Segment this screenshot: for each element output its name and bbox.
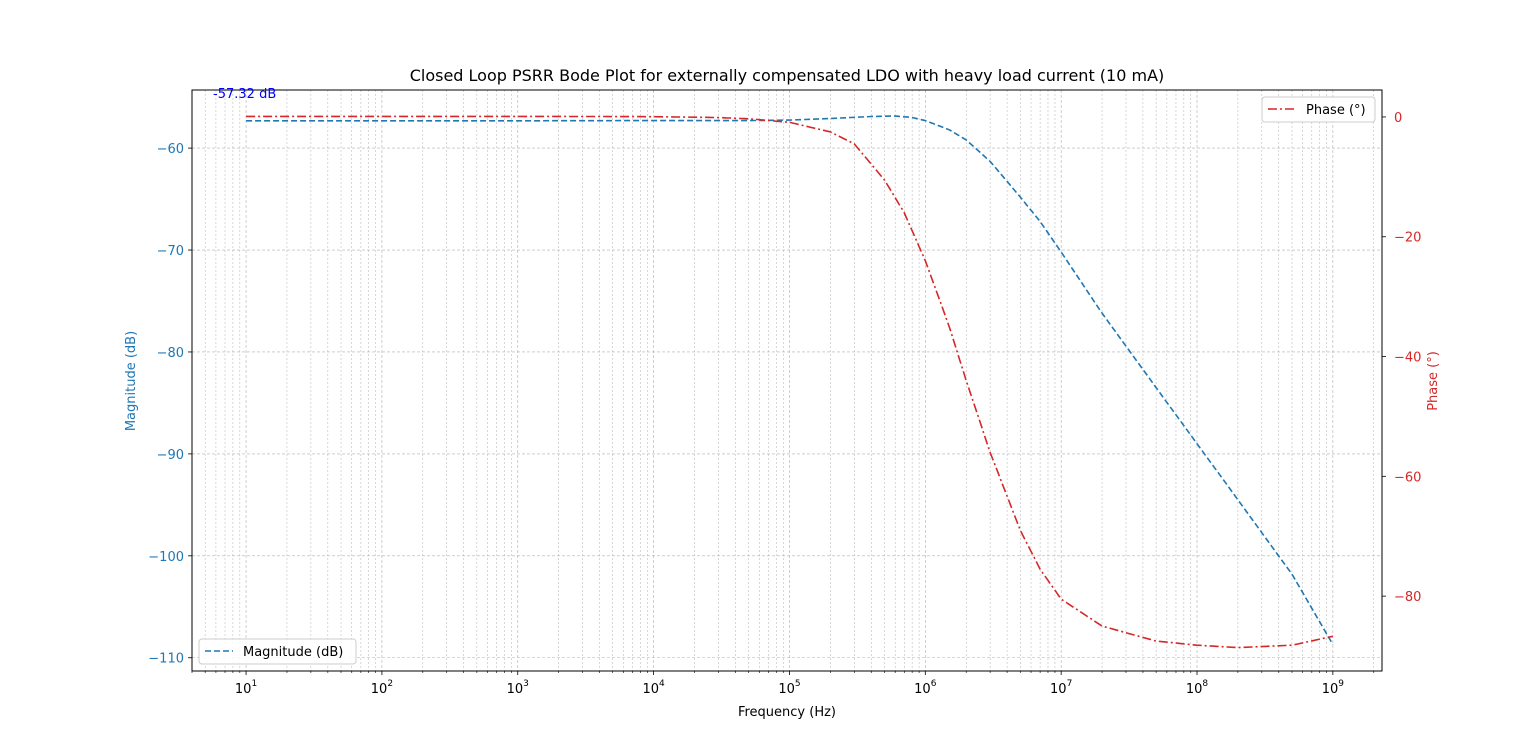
x-tick-label: 109	[1322, 679, 1345, 697]
legend-phase: Phase (°)	[1261, 96, 1376, 123]
y-right-tick-label: −40	[1394, 351, 1421, 366]
y-left-tick-label: −60	[157, 142, 184, 157]
x-tick-label: 103	[507, 679, 529, 697]
x-tick-label: 107	[1050, 679, 1072, 697]
magnitude-line	[246, 115, 1334, 645]
magnitude-annotation: -57.32 dB	[213, 87, 276, 102]
x-tick-label: 101	[235, 679, 257, 697]
series-layer	[246, 115, 1334, 649]
y-right-tick-label: −60	[1394, 470, 1421, 485]
y-left-tick-label: −70	[157, 244, 184, 259]
y-axis-left-title: Magnitude (dB)	[124, 331, 139, 431]
y-left-tick-label: −90	[157, 448, 184, 463]
plot-frame	[191, 89, 1383, 672]
ticks-layer: 101 102 103 104 105 106 107 108 109 −60 −70 −80 −90 −…	[148, 111, 1421, 697]
phase-line	[246, 115, 1334, 649]
x-tick-label: 104	[642, 679, 665, 697]
y-left-tick-label: −100	[148, 550, 184, 565]
y-left-tick-label: −110	[148, 652, 184, 667]
y-right-tick-label: −80	[1394, 590, 1421, 605]
y-right-tick-label: −20	[1394, 231, 1421, 246]
x-tick-label: 105	[778, 679, 800, 697]
x-tick-label: 108	[1186, 679, 1209, 697]
y-left-tick-label: −80	[157, 346, 184, 361]
legend-magnitude: Magnitude (dB)	[198, 638, 357, 665]
legend-magnitude-label: Magnitude (dB)	[243, 645, 343, 660]
grid	[191, 90, 1382, 671]
chart-title: Closed Loop PSRR Bode Plot for externall…	[410, 66, 1165, 85]
y-axis-right-title: Phase (°)	[1426, 351, 1441, 411]
y-right-tick-label: 0	[1394, 111, 1402, 126]
x-axis-title: Frequency (Hz)	[738, 705, 836, 720]
x-tick-label: 102	[371, 679, 393, 697]
legend-phase-label: Phase (°)	[1306, 103, 1366, 118]
x-tick-label: 106	[914, 679, 937, 697]
